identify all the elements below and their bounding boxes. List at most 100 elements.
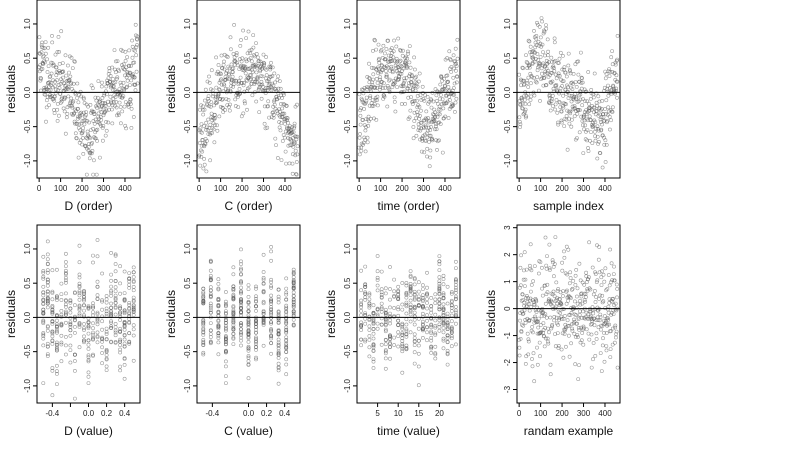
data-point	[392, 100, 397, 104]
data-point	[534, 34, 539, 38]
data-point	[248, 56, 253, 61]
data-point	[524, 60, 529, 64]
data-point	[127, 71, 132, 76]
data-point	[75, 81, 80, 86]
data-point	[609, 280, 613, 285]
data-point	[596, 128, 601, 133]
data-point	[104, 368, 109, 373]
data-point	[225, 69, 229, 74]
data-point	[266, 79, 271, 84]
data-point	[246, 305, 251, 310]
data-point	[576, 317, 581, 322]
data-point	[211, 116, 216, 121]
data-point	[66, 87, 71, 91]
data-point	[261, 52, 266, 57]
x-axis-label: C (order)	[224, 199, 272, 213]
data-point	[59, 321, 64, 326]
plot-frame	[356, 224, 461, 404]
data-point	[561, 93, 566, 98]
data-point	[367, 291, 372, 296]
data-point	[379, 48, 384, 52]
data-point	[84, 110, 89, 115]
data-point	[416, 383, 421, 388]
data-point	[64, 304, 68, 309]
data-point	[373, 86, 378, 91]
data-point	[228, 102, 232, 107]
data-point	[593, 300, 598, 304]
data-point	[594, 331, 599, 336]
data-point	[540, 71, 544, 76]
data-point	[66, 85, 71, 90]
data-point	[82, 297, 86, 302]
data-point	[235, 63, 240, 68]
data-point	[445, 362, 450, 367]
data-point	[276, 351, 281, 356]
data-point	[441, 313, 446, 318]
data-point	[55, 345, 59, 350]
data-point	[77, 293, 82, 298]
y-axis-label: residuals	[4, 65, 18, 113]
data-point	[73, 368, 77, 373]
data-point	[518, 122, 523, 127]
data-point	[41, 274, 46, 279]
data-point	[548, 73, 552, 77]
data-point	[254, 319, 258, 324]
data-point	[587, 275, 591, 280]
data-point	[528, 263, 532, 268]
data-point	[57, 50, 62, 54]
data-point	[411, 99, 416, 104]
data-point	[276, 328, 281, 333]
data-point	[421, 126, 426, 131]
data-point	[520, 65, 525, 70]
data-point	[537, 24, 542, 29]
data-point	[68, 348, 73, 353]
data-point	[425, 306, 429, 311]
data-point	[386, 53, 391, 58]
data-point	[441, 302, 446, 307]
data-point	[91, 110, 96, 114]
data-point	[284, 276, 289, 281]
data-point	[589, 130, 593, 135]
data-point	[593, 272, 598, 276]
data-point	[407, 115, 412, 120]
data-point	[412, 292, 417, 297]
data-point	[562, 249, 566, 254]
data-point	[241, 111, 246, 116]
data-point	[562, 65, 567, 70]
data-point	[271, 115, 276, 120]
data-point	[404, 347, 409, 352]
data-point	[41, 381, 46, 386]
data-point	[573, 362, 578, 367]
data-point	[523, 361, 528, 366]
data-point	[236, 94, 240, 99]
data-point	[201, 112, 206, 117]
data-point	[561, 101, 566, 106]
data-point	[437, 291, 442, 296]
data-point	[230, 74, 235, 79]
data-point	[568, 69, 572, 74]
data-point	[45, 283, 50, 288]
data-point	[216, 324, 221, 329]
data-point	[246, 283, 251, 288]
data-point	[117, 87, 122, 92]
data-point	[407, 60, 412, 65]
data-point	[370, 83, 375, 88]
data-point	[106, 120, 111, 125]
data-point	[546, 341, 551, 346]
data-point	[397, 77, 402, 82]
data-point	[208, 301, 213, 306]
data-point	[95, 284, 100, 289]
data-point	[135, 81, 140, 86]
data-point	[613, 340, 617, 345]
data-point	[443, 84, 447, 89]
data-point	[269, 311, 274, 316]
data-point	[275, 156, 280, 160]
data-point	[201, 104, 205, 109]
data-point	[223, 374, 228, 379]
data-point	[51, 62, 56, 67]
data-point	[441, 346, 446, 351]
data-point	[212, 140, 217, 145]
data-point	[76, 155, 81, 160]
data-point	[122, 324, 127, 328]
data-point	[216, 309, 221, 314]
